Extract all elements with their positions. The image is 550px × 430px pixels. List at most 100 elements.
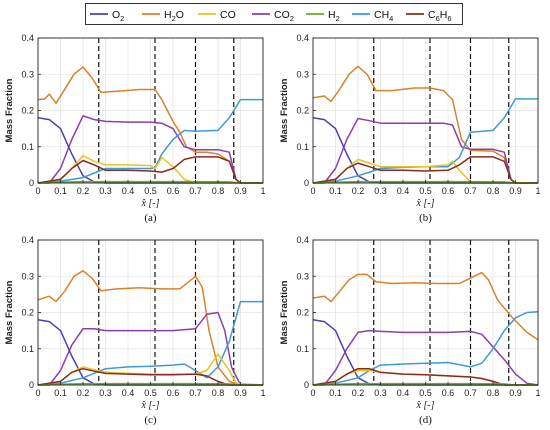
- x-tick-label: 0.5: [144, 186, 157, 196]
- x-tick-label: 0: [35, 186, 40, 196]
- y-tick-label: 0.4: [21, 33, 34, 43]
- y-axis-label: Mass Fraction: [279, 78, 290, 142]
- legend-entry-o2: O2​: [90, 9, 124, 23]
- y-tick-label: 0: [304, 380, 309, 390]
- series-line-c6h6: [312, 367, 538, 386]
- x-tick-label: 0: [35, 388, 40, 398]
- x-tick-label: 0.4: [122, 388, 135, 398]
- series-line-h2o: [37, 66, 263, 184]
- x-tick-label: 0.3: [99, 388, 112, 398]
- x-tick-label: 0: [310, 186, 315, 196]
- legend-label-h2: H2​: [328, 9, 340, 23]
- x-tick-label: 0.7: [464, 186, 477, 196]
- x-tick-label: 0.9: [509, 388, 522, 398]
- x-tick-label: 0.8: [212, 186, 225, 196]
- chart-panel-c: 0 0.1 0.2 0.3 0.4 0.5 0.6 0.7 0.8 0.9 1 0 0.1 0.2 0.3 0…: [4, 235, 266, 426]
- x-tick-label: 1: [535, 186, 540, 196]
- legend-label-ch4: CH4​: [374, 9, 393, 23]
- legend-entry-h2: H2​: [306, 9, 340, 23]
- x-axis-label: x̂ [-]: [140, 198, 159, 209]
- legend-label-co: CO: [220, 9, 236, 21]
- x-tick-label: 0.7: [464, 388, 477, 398]
- y-tick-label: 0.3: [296, 69, 309, 79]
- panel-caption: (b): [419, 212, 432, 224]
- series-line-h2o: [312, 271, 539, 341]
- y-axis-label: Mass Fraction: [279, 280, 290, 344]
- y-tick-label: 0.2: [296, 106, 309, 116]
- series-line-co2: [38, 311, 263, 386]
- series-line-c6h6: [37, 367, 263, 386]
- x-tick-label: 0.6: [442, 388, 455, 398]
- x-tick-label: 0.6: [167, 186, 180, 196]
- y-tick-label: 0.4: [296, 235, 309, 245]
- panel-caption: (c): [144, 414, 157, 426]
- y-tick-label: 0: [304, 178, 309, 188]
- y-tick-label: 0.3: [21, 69, 34, 79]
- legend-svg: O2​ H2​O CO CO2​ H2​ CH4​ C6​H6​: [90, 9, 452, 23]
- chart-panel-b: 0 0.1 0.2 0.3 0.4 0.5 0.6 0.7 0.8 0.9 1 0 0.1 0.2 0.3 0…: [279, 33, 541, 224]
- legend-entry-h2o: H2​O: [142, 9, 184, 23]
- y-axis-label: Mass Fraction: [4, 78, 15, 142]
- series-line-ch4: [312, 98, 538, 184]
- legend-entry-ch4: CH4​: [352, 9, 393, 23]
- x-tick-label: 0.1: [329, 388, 342, 398]
- chart-panel-a: 0 0.1 0.2 0.3 0.4 0.5 0.6 0.7 0.8 0.9 1 0 0.1 0.2 0.3 0…: [4, 33, 266, 224]
- x-tick-label: 0.4: [397, 186, 410, 196]
- legend-label-o2: O2​: [112, 9, 124, 23]
- series-line-co2: [313, 329, 539, 386]
- x-tick-label: 0.9: [234, 388, 247, 398]
- x-tick-label: 0.3: [374, 186, 387, 196]
- x-tick-label: 0.6: [167, 388, 180, 398]
- x-tick-label: 1: [535, 388, 540, 398]
- x-axis-label: x̂ [-]: [140, 400, 159, 411]
- chart-panel-d: 0 0.1 0.2 0.3 0.4 0.5 0.6 0.7 0.8 0.9 1 0 0.1 0.2 0.3 0…: [279, 235, 541, 426]
- x-tick-label: 0.1: [329, 186, 342, 196]
- series-line-h2o: [312, 65, 538, 184]
- y-tick-label: 0.1: [296, 142, 309, 152]
- y-axis-label: Mass Fraction: [4, 280, 15, 344]
- x-tick-label: 0.3: [374, 388, 387, 398]
- y-tick-label: 0.1: [296, 344, 309, 354]
- legend-entry-c6h6: C6​H6​: [406, 9, 452, 23]
- x-tick-label: 0.5: [144, 388, 157, 398]
- x-tick-label: 0.1: [54, 186, 67, 196]
- x-axis-label: x̂ [-]: [415, 400, 434, 411]
- x-tick-label: 0.4: [122, 186, 135, 196]
- y-tick-label: 0.1: [21, 142, 34, 152]
- y-tick-label: 0.2: [21, 308, 34, 318]
- y-tick-label: 0.4: [296, 33, 309, 43]
- x-tick-label: 0.1: [54, 388, 67, 398]
- x-axis-label: x̂ [-]: [415, 198, 434, 209]
- legend-entry-co2: CO2​: [252, 9, 294, 23]
- panel-caption: (d): [419, 414, 432, 426]
- x-tick-label: 0.5: [419, 186, 432, 196]
- series-line-c6h6: [312, 156, 538, 184]
- x-tick-label: 1: [260, 186, 265, 196]
- legend-label-c6h6: C6​H6​: [428, 9, 452, 23]
- series-line-co2: [313, 117, 538, 184]
- legend-label-h2o: H2​O: [164, 9, 184, 23]
- series-line-ch4: [37, 300, 263, 386]
- x-tick-label: 0.3: [99, 186, 112, 196]
- legend-label-co2: CO2​: [274, 9, 294, 23]
- series-line-co2: [38, 115, 263, 184]
- y-tick-label: 0.2: [296, 308, 309, 318]
- x-tick-label: 0.4: [397, 388, 410, 398]
- x-tick-label: 0.2: [77, 186, 90, 196]
- y-tick-label: 0.3: [296, 271, 309, 281]
- series-line-ch4: [312, 311, 539, 386]
- x-tick-label: 0.8: [487, 388, 500, 398]
- x-tick-label: 0.9: [509, 186, 522, 196]
- x-tick-label: 0.6: [442, 186, 455, 196]
- series-line-h2o: [37, 270, 263, 386]
- x-tick-label: 0.8: [487, 186, 500, 196]
- legend-entry-co: CO: [198, 9, 236, 21]
- x-tick-label: 0.2: [352, 388, 365, 398]
- x-tick-label: 1: [260, 388, 265, 398]
- y-tick-label: 0: [29, 178, 34, 188]
- x-tick-label: 0: [310, 388, 315, 398]
- y-tick-label: 0.4: [21, 235, 34, 245]
- x-tick-label: 0.8: [212, 388, 225, 398]
- legend: O2​ H2​O CO CO2​ H2​ CH4​ C6​H6​: [85, 3, 463, 25]
- x-tick-label: 0.7: [189, 388, 202, 398]
